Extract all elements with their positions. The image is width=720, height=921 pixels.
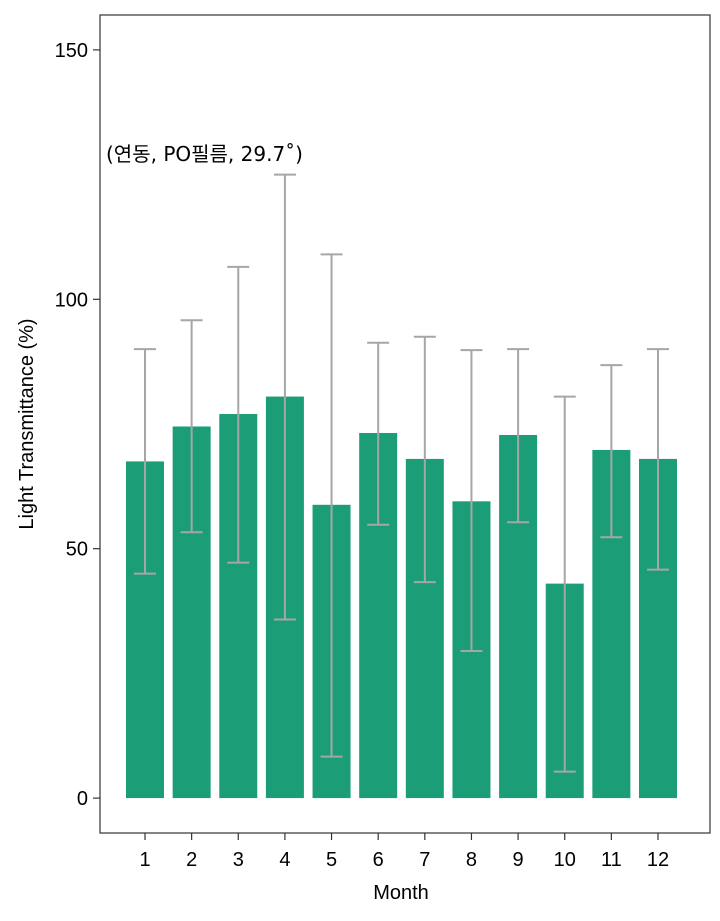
y-tick-label-100: 100 xyxy=(55,289,88,311)
x-tick-label-1: 1 xyxy=(139,849,150,871)
bars xyxy=(126,396,677,799)
error-bars xyxy=(134,173,669,773)
x-tick-label-8: 8 xyxy=(466,849,477,871)
x-tick-label-10: 10 xyxy=(554,849,576,871)
x-tick-label-2: 2 xyxy=(186,849,197,871)
x-tick-label-12: 12 xyxy=(647,849,669,871)
y-axis-label: Light Transmittance (%) xyxy=(16,318,38,529)
x-tick-label-4: 4 xyxy=(279,849,290,871)
x-tick-label-6: 6 xyxy=(373,849,384,871)
x-axis: 1 2 3 4 5 6 7 8 9 10 11 12 xyxy=(139,833,669,871)
x-tick-label-5: 5 xyxy=(326,849,337,871)
y-tick-label-0: 0 xyxy=(77,788,88,810)
x-axis-label: Month xyxy=(373,882,429,904)
y-axis: 0 50 100 150 xyxy=(55,40,100,810)
x-tick-label-11: 11 xyxy=(601,849,622,871)
x-tick-label-7: 7 xyxy=(419,849,430,871)
y-tick-label-50: 50 xyxy=(66,539,88,561)
x-tick-label-9: 9 xyxy=(513,849,524,871)
chart-annotation: (연동, PO필름, 29.7˚) xyxy=(106,142,303,166)
x-tick-label-3: 3 xyxy=(233,849,244,871)
y-tick-label-150: 150 xyxy=(55,40,88,62)
